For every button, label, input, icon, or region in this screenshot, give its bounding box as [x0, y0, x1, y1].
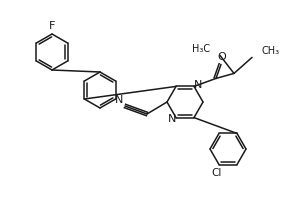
- Text: N: N: [168, 114, 176, 124]
- Text: F: F: [49, 21, 55, 31]
- Text: O: O: [218, 52, 226, 62]
- Text: Cl: Cl: [212, 168, 222, 177]
- Text: N: N: [115, 95, 123, 105]
- Text: H₃C: H₃C: [192, 44, 210, 54]
- Text: CH₃: CH₃: [262, 46, 280, 56]
- Text: N: N: [194, 80, 202, 90]
